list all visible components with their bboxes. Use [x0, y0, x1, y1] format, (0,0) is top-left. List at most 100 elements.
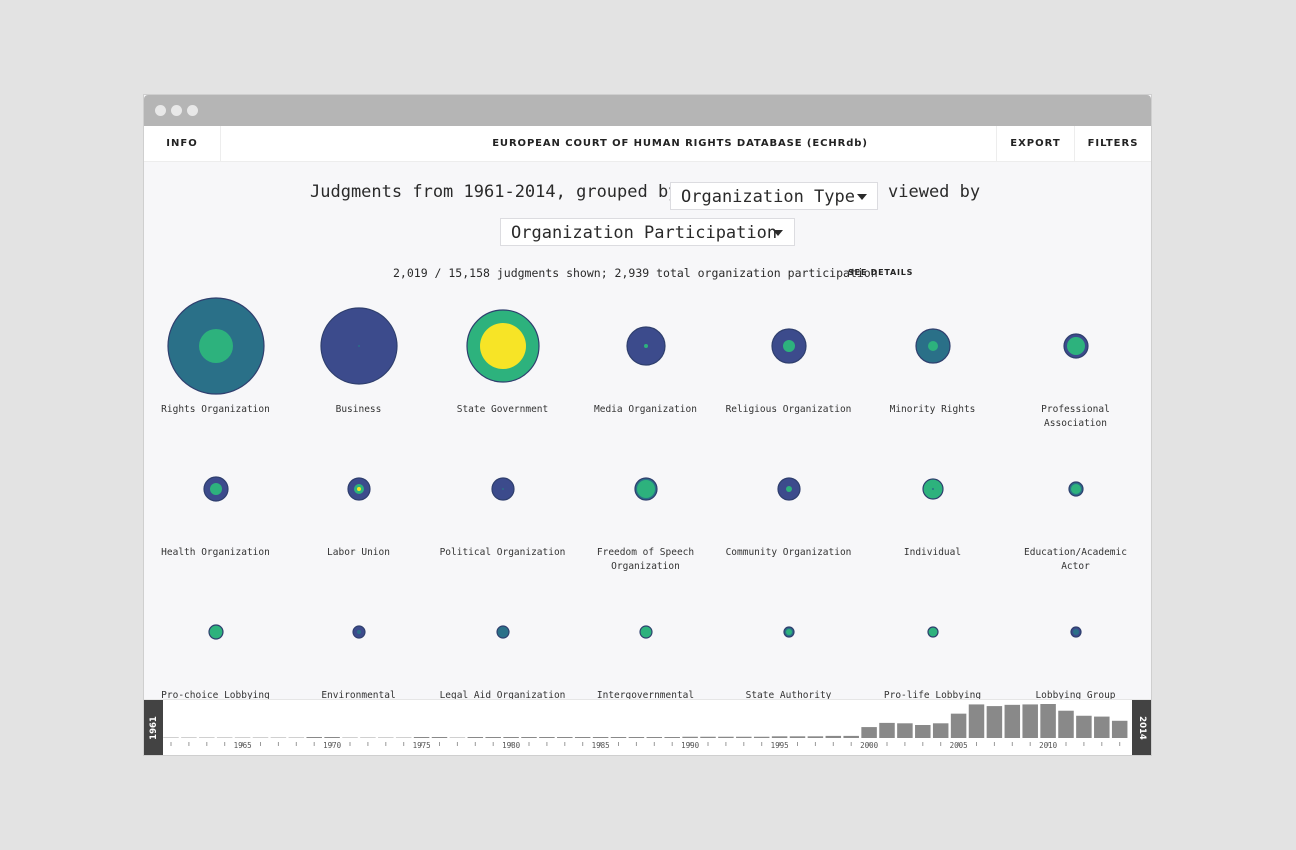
timeline-bar	[181, 737, 197, 738]
nav-divider	[1074, 126, 1075, 161]
group-label: Intergovernmental	[596, 690, 695, 699]
group-cell[interactable]: Legal Aid Organization	[431, 561, 574, 699]
group-cell[interactable]: Religious Organization	[717, 275, 860, 418]
group-label: Professional Association	[1041, 404, 1110, 429]
group-label: Pro-life Lobbying	[883, 690, 982, 699]
group-cell[interactable]: Environmental	[287, 561, 430, 699]
group-bubble	[347, 477, 371, 501]
timeline-bar	[199, 737, 215, 738]
timeline-bar	[378, 737, 394, 738]
bubble-outer	[639, 625, 653, 639]
export-button[interactable]: EXPORT	[1010, 138, 1061, 149]
timeline-bar	[700, 736, 716, 738]
bubble-inner	[783, 340, 795, 352]
group-cell[interactable]: State Government	[431, 275, 574, 418]
nav-divider	[996, 126, 997, 161]
group-label: Business	[335, 404, 382, 415]
timeline-bar	[521, 737, 537, 738]
bubble-inner	[357, 630, 361, 634]
group-cell[interactable]: Media Organization	[574, 275, 717, 418]
see-details-link[interactable]: SEE DETAILS	[848, 268, 914, 277]
minimize-dot-icon[interactable]	[171, 105, 182, 116]
bubble-outer	[927, 626, 939, 638]
timeline-bar	[431, 737, 448, 738]
group-label: State Authority	[745, 690, 832, 699]
timeline-bar	[753, 736, 770, 738]
group-label: Legal Aid Organization	[439, 690, 566, 699]
timeline-bar	[825, 735, 842, 738]
group-cell[interactable]: Professional Association	[1004, 275, 1147, 429]
timeline-year-label: 1995	[771, 741, 789, 750]
group-cell[interactable]: Pro-choice Lobbying	[144, 561, 287, 699]
group-cell[interactable]: Freedom of Speech Organization	[574, 418, 717, 572]
group-label: Health Organization	[161, 547, 270, 558]
bubble-inner	[199, 329, 233, 363]
group-bubble	[208, 624, 224, 640]
group-bubble	[203, 476, 229, 502]
timeline-bar	[807, 736, 824, 738]
group-cell[interactable]: Health Organization	[144, 418, 287, 561]
timeline-end-handle[interactable]: 2014	[1132, 700, 1151, 755]
group-cell[interactable]: Business	[287, 275, 430, 418]
group-bubble	[352, 625, 366, 639]
group-cell[interactable]: Community Organization	[717, 418, 860, 561]
chevron-down-icon	[773, 230, 783, 236]
timeline-bar	[252, 737, 269, 738]
group-cell[interactable]: State Authority	[717, 561, 860, 699]
top-navbar: INFO EUROPEAN COURT OF HUMAN RIGHTS DATA…	[144, 126, 1151, 162]
group-cell[interactable]: Education/Academic Actor	[1004, 418, 1147, 572]
group-label: Media Organization	[594, 404, 697, 415]
timeline-bar	[861, 727, 877, 738]
bubble-core	[357, 487, 361, 491]
query-prefix: Judgments from 1961-2014, grouped by	[310, 182, 679, 202]
chevron-down-icon	[857, 194, 867, 200]
group-cell[interactable]: Intergovernmental	[574, 561, 717, 699]
close-dot-icon[interactable]	[155, 105, 166, 116]
group-label: Minority Rights	[889, 404, 976, 415]
group-cell[interactable]: Political Organization	[431, 418, 574, 561]
timeline-bar	[1111, 720, 1128, 738]
timeline-bar	[932, 723, 949, 738]
group-bubble	[466, 309, 540, 383]
timeline-year-label: 1970	[323, 741, 342, 750]
group-by-value: Organization Type	[681, 187, 855, 207]
group-label: Religious Organization	[725, 404, 852, 415]
info-button[interactable]: INFO	[166, 138, 198, 149]
timeline-bar	[628, 737, 645, 738]
group-cell[interactable]: Individual	[861, 418, 1004, 561]
timeline-histogram[interactable]: 1965 1970 1975 1980 1985 1990 1995 2000 2005 2010…	[144, 699, 1151, 755]
group-bubble	[626, 326, 666, 366]
group-label: Individual	[903, 547, 962, 558]
timeline-year-label: 2000	[860, 741, 879, 750]
group-bubble	[771, 328, 807, 364]
timeline-bar	[270, 737, 287, 738]
timeline-bar	[1058, 710, 1074, 738]
group-by-select[interactable]: Organization Type	[670, 182, 878, 210]
timeline-bar	[664, 737, 680, 738]
group-cell[interactable]: Minority Rights	[861, 275, 1004, 418]
maximize-dot-icon[interactable]	[187, 105, 198, 116]
timeline-bar	[539, 737, 555, 738]
group-label: Lobbying Group	[1035, 690, 1116, 699]
group-bubble	[927, 626, 939, 638]
timeline-bar	[1040, 704, 1056, 738]
group-cell[interactable]: Pro-life Lobbying	[861, 561, 1004, 699]
group-cell[interactable]: Rights Organization	[144, 275, 287, 418]
filters-button[interactable]: FILTERS	[1087, 138, 1139, 149]
group-label: Freedom of Speech Organization	[596, 547, 695, 572]
timeline-bar	[736, 736, 752, 738]
group-cell[interactable]: Lobbying Group	[1004, 561, 1147, 699]
bubble-inner	[644, 344, 648, 348]
summary-text: 2,019 / 15,158 judgments shown; 2,939 to…	[393, 266, 878, 280]
group-cell[interactable]: Labor Union	[287, 418, 430, 561]
group-bubble	[1070, 626, 1082, 638]
timeline-start-handle[interactable]: 1961	[144, 700, 163, 755]
group-label: Education/Academic Actor	[1024, 547, 1127, 572]
bubble-inner	[1067, 337, 1085, 355]
group-bubble	[915, 328, 951, 364]
group-label: Community Organization	[725, 547, 852, 558]
view-by-select[interactable]: Organization Participation	[500, 218, 795, 246]
timeline-bar	[718, 736, 734, 738]
nav-divider	[220, 126, 221, 161]
timeline-bar	[915, 724, 931, 738]
